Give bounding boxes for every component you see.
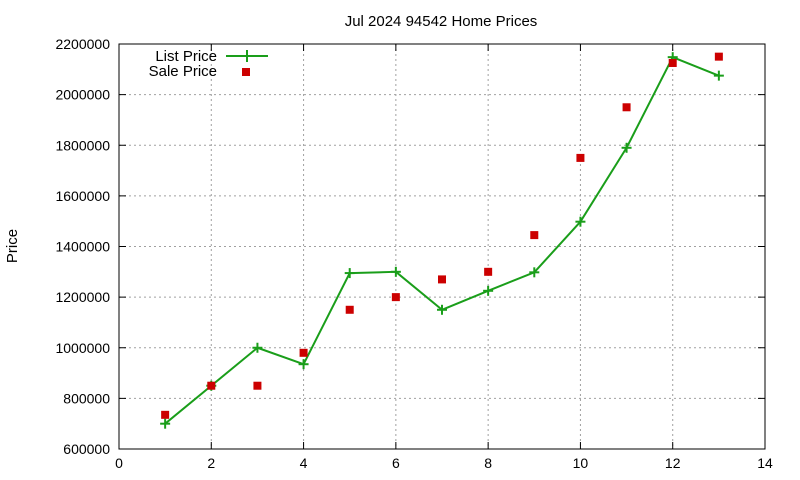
sale-price-point bbox=[299, 348, 308, 357]
y-tick-label: 1600000 bbox=[55, 188, 110, 204]
sale-price-point bbox=[484, 267, 493, 276]
list-price-point bbox=[575, 216, 586, 227]
list-price-point bbox=[621, 142, 632, 153]
sale-price-point bbox=[253, 381, 262, 390]
list-price-point bbox=[390, 266, 401, 277]
x-tick-label: 12 bbox=[665, 455, 681, 471]
x-tick-label: 6 bbox=[392, 455, 400, 471]
sale-price-point bbox=[714, 52, 723, 61]
y-tick-label: 2200000 bbox=[55, 36, 110, 52]
y-tick-label: 1400000 bbox=[55, 239, 110, 255]
legend: List Price Sale Price bbox=[149, 48, 268, 80]
x-tick-label: 0 bbox=[115, 455, 123, 471]
list-price-point bbox=[713, 70, 724, 81]
x-tick-label: 10 bbox=[573, 455, 589, 471]
legend-marker-sale-price bbox=[242, 68, 250, 76]
list-price-point bbox=[252, 342, 263, 353]
sale-price-point bbox=[576, 153, 585, 162]
x-tick-label: 8 bbox=[484, 455, 492, 471]
sale-price-point bbox=[622, 103, 631, 112]
list-price-point bbox=[344, 268, 355, 279]
y-tick-label: 800000 bbox=[63, 390, 110, 406]
legend-marker-list-price bbox=[241, 50, 253, 62]
axis-ticks bbox=[119, 44, 765, 449]
sale-price-point bbox=[530, 231, 539, 240]
y-axis-label: Price bbox=[4, 229, 21, 263]
grid-lines bbox=[119, 44, 765, 449]
sale-price-point bbox=[207, 381, 216, 390]
sale-price-point bbox=[668, 58, 677, 67]
sale-price-point bbox=[345, 305, 354, 314]
y-axis-tick-labels: 600000 800000 1000000 1200000 1400000 1600000… bbox=[55, 36, 110, 457]
x-tick-label: 14 bbox=[757, 455, 773, 471]
list-price-point bbox=[483, 285, 494, 296]
sale-price-point bbox=[438, 275, 446, 284]
legend-label-sale-price: Sale Price bbox=[149, 63, 217, 80]
y-tick-label: 1800000 bbox=[55, 137, 110, 153]
y-tick-label: 600000 bbox=[63, 441, 110, 457]
sale-price-point bbox=[161, 410, 170, 419]
x-axis-tick-labels: 0 2 4 6 8 10 12 14 bbox=[115, 455, 773, 471]
legend-label-list-price: List Price bbox=[155, 48, 217, 65]
series-line-list-price bbox=[164, 56, 720, 425]
x-tick-label: 4 bbox=[300, 455, 308, 471]
chart-title: Jul 2024 94542 Home Prices bbox=[345, 13, 538, 30]
y-tick-label: 1200000 bbox=[55, 289, 110, 305]
x-tick-label: 2 bbox=[207, 455, 215, 471]
list-price-point bbox=[298, 359, 309, 370]
list-price-point bbox=[160, 418, 171, 429]
series-layer bbox=[160, 52, 724, 429]
y-tick-label: 2000000 bbox=[55, 87, 110, 103]
list-price-point bbox=[437, 304, 447, 315]
list-price-point bbox=[529, 267, 540, 278]
sale-price-point bbox=[391, 293, 400, 302]
y-tick-label: 1000000 bbox=[55, 340, 110, 356]
